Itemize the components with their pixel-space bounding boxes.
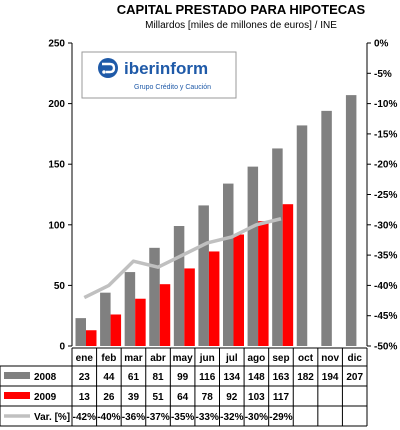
x-category-label: ene <box>76 353 94 364</box>
y2-tick-label: -45% <box>374 311 397 322</box>
table-cell: 64 <box>177 392 189 403</box>
x-category-label: ago <box>247 353 265 364</box>
table-cell: 44 <box>103 372 115 383</box>
x-category-label: jul <box>225 353 238 364</box>
table-cell: 51 <box>152 392 164 403</box>
legend-label: 2009 <box>34 392 57 403</box>
variation-line <box>83 217 282 300</box>
table-cell: 99 <box>177 372 189 383</box>
bar-2009 <box>135 298 146 346</box>
y-tick-label: 200 <box>48 99 65 110</box>
bar-2008 <box>75 318 86 346</box>
y2-tick-label: -40% <box>374 281 397 292</box>
table-cell: 103 <box>248 392 265 403</box>
bar-2008 <box>100 292 111 346</box>
y-tick-label: 0 <box>59 342 65 353</box>
table-cell: 207 <box>346 372 363 383</box>
x-category-label: abr <box>150 353 166 364</box>
bar-2008 <box>124 272 136 346</box>
x-category-label: jun <box>199 353 215 364</box>
data-table: ene feb mar abr may jun jul ago sep oct nov dic 2008… <box>0 347 368 427</box>
table-cell: -29% <box>269 412 292 423</box>
table-cell: 163 <box>273 372 290 383</box>
bar-2008 <box>296 125 308 346</box>
y2-tick-label: -10% <box>374 99 397 110</box>
y2-tick-label: -30% <box>374 220 397 231</box>
bar-2008 <box>272 148 283 346</box>
bar-2009 <box>282 204 294 346</box>
table-cell: 26 <box>103 392 115 403</box>
y2-tick-label: 0% <box>374 39 389 50</box>
table-cell: 134 <box>223 372 240 383</box>
table-cell: 148 <box>248 372 265 383</box>
bar-2009 <box>233 234 244 346</box>
bar-2009 <box>258 221 269 346</box>
y-tick-label: 50 <box>54 281 66 292</box>
bar-2009 <box>159 284 171 346</box>
iberinform-logo: iberinform Grupo Crédito y Caución <box>81 51 237 99</box>
y2-tick-label: -15% <box>374 129 397 140</box>
table-cell: 78 <box>202 392 214 403</box>
legend-label: Var. [%] <box>34 412 70 423</box>
x-category-label: nov <box>321 353 339 364</box>
legend-label: 2008 <box>34 372 57 383</box>
y-tick-label: 150 <box>48 160 65 171</box>
y-tick-label: 100 <box>48 220 65 231</box>
table-cell: 194 <box>322 372 339 383</box>
table-cell: 116 <box>199 372 216 383</box>
bar-2009 <box>86 330 97 346</box>
y-axis-right: 0% -5% -10% -15% -20% -25% -30% -35% -40% -45% -50… <box>367 39 397 353</box>
table-cell: -32% <box>220 412 243 423</box>
table-cell: -35% <box>171 412 194 423</box>
y2-tick-label: -20% <box>374 160 397 171</box>
iberinform-emblem-icon <box>98 58 118 78</box>
table-cell: 92 <box>226 392 238 403</box>
bar-2008 <box>223 183 234 346</box>
x-category-label: oct <box>298 353 314 364</box>
table-cell: -42% <box>73 412 96 423</box>
x-category-label: dic <box>347 353 362 364</box>
table-cell: -33% <box>196 412 219 423</box>
bar-2008 <box>149 247 160 346</box>
table-cell: 13 <box>79 392 91 403</box>
bar-2008 <box>345 95 357 346</box>
y2-tick-label: -50% <box>374 342 397 353</box>
y2-tick-label: -35% <box>374 251 397 262</box>
logo-name: iberinform <box>124 59 208 78</box>
y2-tick-label: -5% <box>374 69 392 80</box>
logo-tagline: Grupo Crédito y Caución <box>134 84 211 91</box>
x-category-label: feb <box>101 353 116 364</box>
table-cell: 61 <box>128 372 140 383</box>
table-cell: 182 <box>297 372 314 383</box>
table-cell: 23 <box>79 372 91 383</box>
bar-2008 <box>198 205 209 346</box>
x-category-label: may <box>173 353 193 364</box>
y2-tick-label: -25% <box>374 190 397 201</box>
table-cell: 81 <box>152 372 164 383</box>
bar-2009 <box>110 314 122 346</box>
bar-2009 <box>184 268 195 346</box>
table-cell: 117 <box>273 392 290 403</box>
table-cell: -37% <box>146 412 169 423</box>
chart-title: CAPITAL PRESTADO PARA HIPOTECAS <box>117 2 366 17</box>
bar-2009 <box>208 251 220 346</box>
bar-2008 <box>321 110 332 346</box>
legend-swatch-2009 <box>4 392 30 399</box>
table-cell: -36% <box>122 412 145 423</box>
y-axis-left: 0 50 100 150 200 250 <box>48 39 72 353</box>
x-category-label: mar <box>124 353 142 364</box>
chart-subtitle: Millardos [miles de millones de euros] /… <box>145 20 337 31</box>
bar-2008 <box>247 166 259 346</box>
y-tick-label: 250 <box>48 39 65 50</box>
table-cell: -40% <box>97 412 120 423</box>
bar-2008 <box>173 226 185 346</box>
bar-series <box>75 95 357 346</box>
table-cell: -30% <box>245 412 268 423</box>
legend-swatch-2008 <box>4 372 30 379</box>
table-cell: 39 <box>128 392 140 403</box>
x-category-label: sep <box>272 353 289 364</box>
